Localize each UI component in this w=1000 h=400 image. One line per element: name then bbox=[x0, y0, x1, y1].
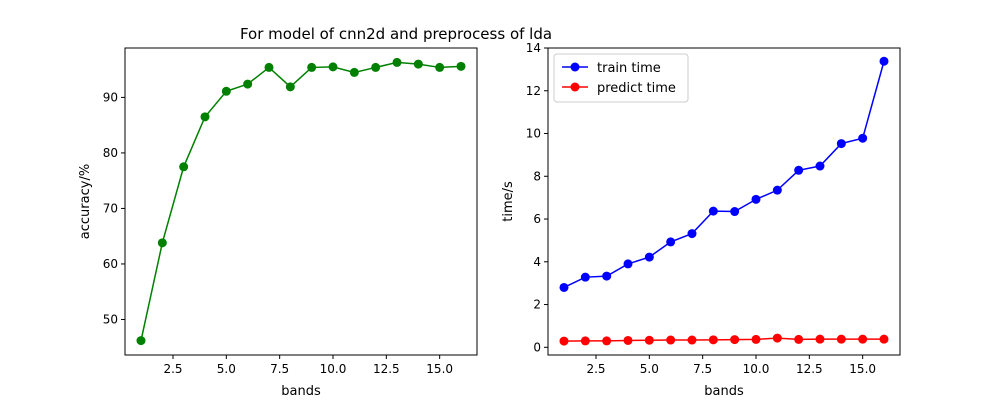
data-point bbox=[730, 335, 740, 345]
x-tick-label: 10.0 bbox=[743, 362, 770, 376]
data-point bbox=[687, 335, 697, 345]
data-point bbox=[644, 252, 654, 262]
x-axis-label: bands bbox=[281, 384, 321, 399]
x-tick-label: 12.5 bbox=[373, 362, 400, 376]
data-point bbox=[772, 185, 782, 195]
data-point bbox=[708, 206, 718, 216]
data-point bbox=[858, 334, 868, 344]
data-point bbox=[456, 61, 466, 71]
x-axis-label: bands bbox=[704, 384, 744, 399]
series-line-0 bbox=[140, 61, 462, 341]
y-tick-label: 2 bbox=[533, 298, 541, 312]
data-point bbox=[328, 62, 338, 72]
data-point bbox=[200, 112, 210, 122]
x-tick-label: 5.0 bbox=[640, 362, 659, 376]
data-point bbox=[392, 57, 402, 67]
y-tick-label: 4 bbox=[533, 255, 541, 269]
data-point bbox=[666, 335, 676, 345]
data-point bbox=[708, 335, 718, 345]
legend: train time predict time bbox=[553, 53, 689, 103]
x-tick-label: 15.0 bbox=[849, 362, 876, 376]
y-tick-label: 12 bbox=[526, 84, 541, 98]
data-point bbox=[794, 334, 804, 344]
accuracy-chart: For model of cnn2d and preprocess of lda… bbox=[78, 25, 552, 399]
data-point bbox=[794, 165, 804, 175]
chart-title: For model of cnn2d and preprocess of lda bbox=[240, 25, 552, 43]
x-tick-label: 12.5 bbox=[796, 362, 823, 376]
legend-swatch-marker bbox=[570, 62, 580, 72]
data-point bbox=[435, 62, 445, 72]
data-point bbox=[687, 229, 697, 239]
y-tick-label: 10 bbox=[526, 127, 541, 141]
data-point bbox=[815, 334, 825, 344]
data-point bbox=[136, 336, 146, 346]
y-tick-label: 80 bbox=[103, 146, 118, 160]
data-point bbox=[730, 207, 740, 217]
data-point bbox=[858, 133, 868, 143]
y-tick-label: 90 bbox=[103, 90, 118, 104]
data-point bbox=[179, 162, 189, 172]
x-tick-label: 15.0 bbox=[426, 362, 453, 376]
data-point bbox=[559, 336, 569, 346]
data-point bbox=[751, 194, 761, 204]
y-tick-label: 6 bbox=[533, 212, 541, 226]
y-tick-label: 14 bbox=[526, 41, 541, 55]
y-tick-label: 0 bbox=[533, 340, 541, 354]
data-point bbox=[580, 272, 590, 282]
data-point bbox=[264, 62, 274, 72]
y-tick-label: 8 bbox=[533, 169, 541, 183]
data-point bbox=[559, 282, 569, 292]
data-point bbox=[879, 334, 889, 344]
data-point bbox=[623, 259, 633, 269]
legend-swatch-marker bbox=[570, 82, 580, 92]
data-point bbox=[666, 237, 676, 247]
data-point bbox=[580, 336, 590, 346]
data-point bbox=[307, 62, 317, 72]
data-point bbox=[602, 336, 612, 346]
series-line-0 bbox=[563, 61, 885, 289]
plot-frame bbox=[547, 47, 901, 356]
y-axis-label: time/s bbox=[501, 181, 516, 222]
legend-label: predict time bbox=[597, 81, 676, 96]
data-point bbox=[285, 82, 295, 92]
data-point bbox=[836, 334, 846, 344]
legend-box bbox=[553, 53, 689, 103]
data-point bbox=[836, 139, 846, 149]
data-point bbox=[751, 334, 761, 344]
data-point bbox=[879, 56, 889, 66]
data-point bbox=[221, 86, 231, 96]
data-point bbox=[349, 67, 359, 77]
data-point bbox=[243, 79, 253, 89]
time-chart: 2.5 5.0 7.5 10.0 12.5 15.0 0 2 4 6 8 10 12 14 bands tim… bbox=[501, 41, 901, 399]
data-point bbox=[644, 335, 654, 345]
x-tick-label: 10.0 bbox=[320, 362, 347, 376]
data-point bbox=[623, 335, 633, 345]
data-point bbox=[602, 271, 612, 281]
x-tick-label: 7.5 bbox=[693, 362, 712, 376]
y-tick-label: 60 bbox=[103, 257, 118, 271]
legend-label: train time bbox=[597, 61, 661, 76]
data-point bbox=[371, 62, 381, 72]
series-line-1 bbox=[563, 337, 884, 342]
x-tick-label: 5.0 bbox=[217, 362, 236, 376]
y-axis-label: accuracy/% bbox=[78, 164, 93, 239]
x-tick-label: 2.5 bbox=[586, 362, 605, 376]
x-tick-label: 7.5 bbox=[270, 362, 289, 376]
plot-frame bbox=[124, 47, 478, 356]
data-point bbox=[413, 59, 423, 69]
data-point bbox=[772, 333, 782, 343]
data-point bbox=[815, 161, 825, 171]
x-tick-label: 2.5 bbox=[163, 362, 182, 376]
y-tick-label: 70 bbox=[103, 201, 118, 215]
y-tick-label: 50 bbox=[103, 312, 118, 326]
data-point bbox=[157, 238, 167, 248]
